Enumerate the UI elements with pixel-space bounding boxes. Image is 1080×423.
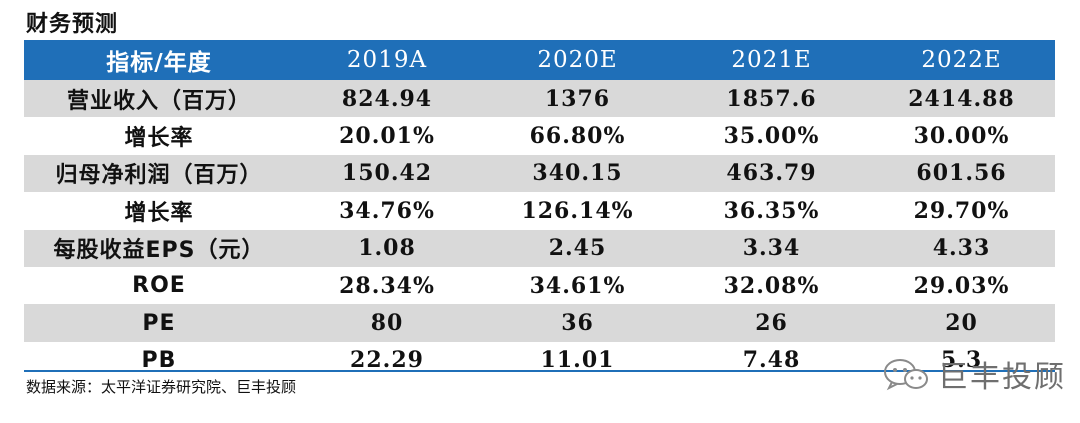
source-note: 数据来源：太平洋证券研究院、巨丰投顾 bbox=[26, 378, 297, 396]
table-cell: 5.3 bbox=[940, 347, 983, 374]
table-cell: 34.61% bbox=[529, 272, 626, 299]
table-row: 归母净利润（百万） 150.42 340.15 463.79 601.56 bbox=[24, 154, 1055, 193]
row-label: PB bbox=[141, 347, 177, 373]
financial-forecast-table: 指标/年度 2019A 2020E 2021E 2022E 营业收入（百万） 8… bbox=[24, 40, 1055, 379]
table-cell: 20 bbox=[945, 310, 978, 337]
table-cell: 150.42 bbox=[341, 160, 433, 187]
table-title: 财务预测 bbox=[26, 12, 119, 37]
table-cell: 36 bbox=[561, 310, 594, 337]
table-row: 每股收益EPS（元） 1.08 2.45 3.34 4.33 bbox=[24, 229, 1055, 267]
header-cell: 2021E bbox=[731, 47, 812, 73]
table-cell: 36.35% bbox=[723, 197, 820, 224]
table-cell: 4.33 bbox=[932, 235, 991, 262]
table-cell: 30.00% bbox=[913, 123, 1010, 150]
table-cell: 35.00% bbox=[723, 123, 820, 150]
row-label: 归母净利润（百万） bbox=[55, 163, 263, 189]
table-cell: 29.70% bbox=[913, 197, 1010, 224]
watermark-text: 巨丰投顾 bbox=[938, 360, 1066, 395]
table-cell: 1.08 bbox=[358, 235, 416, 262]
table-cell: 340.15 bbox=[532, 160, 623, 187]
table-cell: 2.45 bbox=[548, 235, 607, 262]
row-label: 每股收益EPS（元） bbox=[53, 238, 265, 264]
table-cell: 26 bbox=[755, 310, 788, 337]
table-row: PE 80 36 26 20 bbox=[24, 304, 1055, 342]
table-row: 增长率 34.76% 126.14% 36.35% 29.70% bbox=[24, 192, 1055, 229]
table-cell: 126.14% bbox=[521, 197, 634, 224]
table-cell: 824.94 bbox=[341, 85, 433, 112]
table-cell: 1857.6 bbox=[726, 85, 817, 112]
table-cell: 32.08% bbox=[723, 272, 820, 299]
header-cell: 2019A bbox=[346, 47, 428, 73]
table-cell: 463.79 bbox=[726, 160, 817, 187]
table-row: 增长率 20.01% 66.80% 35.00% 30.00% bbox=[24, 117, 1055, 154]
table-cell: 7.48 bbox=[742, 347, 801, 374]
row-label: ROE bbox=[132, 273, 186, 299]
table-cell: 34.76% bbox=[339, 197, 435, 224]
table-cell: 28.34% bbox=[339, 272, 435, 299]
row-label: PE bbox=[142, 310, 176, 336]
header-cell: 2022E bbox=[921, 47, 1002, 73]
table-cell: 1376 bbox=[544, 85, 611, 112]
row-label: 增长率 bbox=[124, 126, 194, 152]
row-label: 营业收入（百万） bbox=[66, 88, 251, 114]
table-cell: 66.80% bbox=[529, 123, 626, 150]
table-cell: 22.29 bbox=[350, 347, 424, 374]
table-cell: 20.01% bbox=[339, 123, 435, 150]
header-cell: 2020E bbox=[537, 47, 618, 73]
table-row: 营业收入（百万） 824.94 1376 1857.6 2414.88 bbox=[24, 80, 1055, 118]
table-header-row: 指标/年度 2019A 2020E 2021E 2022E bbox=[24, 40, 1055, 80]
table-cell: 29.03% bbox=[913, 272, 1010, 299]
table-cell: 3.34 bbox=[742, 235, 801, 262]
table-row: ROE 28.34% 34.61% 32.08% 29.03% bbox=[24, 267, 1055, 304]
table-row: PB 22.29 11.01 7.48 5.3 bbox=[24, 342, 1055, 379]
table-cell: 80 bbox=[370, 310, 404, 337]
wechat-icon bbox=[880, 357, 932, 391]
header-cell: 指标/年度 bbox=[106, 50, 212, 76]
table-cell: 11.01 bbox=[540, 347, 615, 374]
table-cell: 2414.88 bbox=[908, 85, 1015, 112]
watermark: 巨丰投顾 bbox=[880, 352, 1066, 396]
table-bottom-rule bbox=[24, 370, 1055, 372]
table-cell: 601.56 bbox=[916, 160, 1007, 187]
row-label: 增长率 bbox=[124, 200, 194, 226]
